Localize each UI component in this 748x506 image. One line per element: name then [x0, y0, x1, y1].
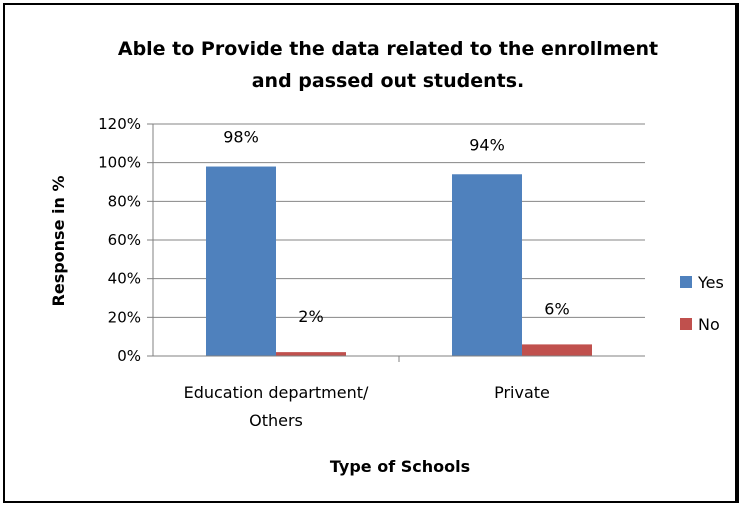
data-labels: 98% 2% 94% 6% — [223, 128, 569, 327]
data-label: 2% — [298, 307, 323, 326]
category-label: Private — [494, 383, 550, 402]
data-label: 6% — [544, 299, 569, 318]
chart-frame — [3, 3, 739, 503]
legend: Yes No — [680, 273, 724, 334]
y-tick-label: 100% — [98, 154, 141, 172]
y-axis-title: Response in % — [49, 176, 68, 307]
bars — [206, 166, 592, 362]
category-labels: Education department/Others Private — [184, 383, 550, 430]
y-tick-labels: 0% 20% 40% 60% 80% 100% 120% — [98, 115, 141, 365]
bar-yes — [452, 174, 522, 356]
bar-no — [522, 344, 592, 356]
bar-yes — [206, 166, 276, 356]
chart-title-line-1: Able to Provide the data related to the … — [118, 38, 658, 60]
legend-swatch-yes — [680, 276, 692, 288]
legend-label-yes: Yes — [697, 273, 724, 292]
data-label: 98% — [223, 128, 259, 147]
x-axis-title: Type of Schools — [330, 457, 470, 476]
legend-swatch-no — [680, 318, 692, 330]
category-label: Others — [249, 411, 303, 430]
y-tick-label: 60% — [108, 231, 141, 249]
chart-title-line-2: and passed out students. — [252, 70, 525, 92]
y-tick-label: 120% — [98, 115, 141, 133]
y-tick-label: 0% — [117, 347, 141, 365]
legend-label-no: No — [698, 315, 720, 334]
y-tick-label: 80% — [108, 192, 141, 210]
y-tick-label: 20% — [108, 308, 141, 326]
y-tick-label: 40% — [108, 270, 141, 288]
bar-no — [276, 352, 346, 356]
category-label: Education department/ — [184, 383, 369, 402]
data-label: 94% — [469, 135, 505, 154]
